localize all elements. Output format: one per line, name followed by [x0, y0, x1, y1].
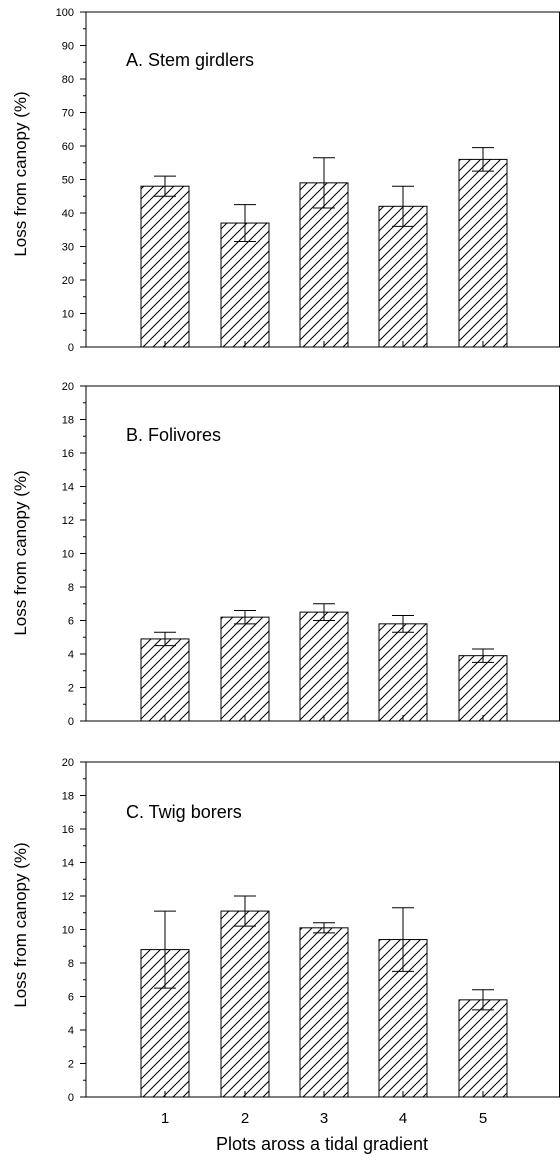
- panel-b-y-tick-label: 4: [68, 649, 74, 661]
- panel-c-bar-3: [300, 928, 348, 1097]
- panel-a-bar-1: [141, 186, 189, 347]
- panel-c-y-tick-label: 16: [62, 824, 74, 836]
- panel-b-title: B. Folivores: [126, 425, 221, 445]
- panel-b-bar-1: [141, 639, 189, 721]
- panel-b-bar-4: [379, 624, 427, 721]
- panel-a-y-tick-label: 70: [62, 108, 74, 120]
- panel-b-y-tick-label: 14: [62, 482, 74, 494]
- panel-b-y-tick-label: 20: [62, 381, 74, 393]
- panel-c-y-tick-label: 10: [62, 925, 74, 937]
- panel-c-y-tick-label: 14: [62, 858, 74, 870]
- panel-a-bar-4: [379, 206, 427, 347]
- panel-a-y-tick-label: 20: [62, 275, 74, 287]
- panel-a-y-tick-label: 10: [62, 309, 74, 321]
- x-tick-label: 1: [161, 1110, 169, 1127]
- panel-b-y-tick-label: 2: [68, 683, 74, 695]
- panel-b-y-tick-label: 0: [68, 716, 74, 728]
- panel-b-y-tick-label: 18: [62, 415, 74, 427]
- panel-c-y-tick-label: 18: [62, 791, 74, 803]
- panel-c-title: C. Twig borers: [126, 802, 242, 822]
- panel-b-bar-3: [300, 612, 348, 721]
- panel-c-y-tick-label: 0: [68, 1092, 74, 1104]
- panel-a-y-tick-label: 90: [62, 41, 74, 53]
- panel-c-y-tick-label: 2: [68, 1059, 74, 1071]
- panel-a-y-tick-label: 40: [62, 208, 74, 220]
- panel-b: 0 2 4 6 8 10 12 14 16 18 20 B. Folivores Loss from…: [11, 381, 560, 728]
- x-axis-label: Plots aross a tidal gradient: [216, 1134, 428, 1154]
- panel-c-bar-2: [221, 911, 269, 1097]
- x-tick-label: 2: [241, 1110, 249, 1127]
- panel-b-bar-5: [459, 656, 507, 721]
- panel-c-y-tick-label: 4: [68, 1025, 74, 1037]
- panel-a-y-tick-label: 100: [56, 7, 74, 19]
- panel-a-y-tick-label: 0: [68, 342, 74, 354]
- panel-b-bar-2: [221, 617, 269, 721]
- panel-b-y-tick-label: 16: [62, 448, 74, 460]
- panel-c-bar-5: [459, 1000, 507, 1097]
- panel-b-y-tick-label: 10: [62, 549, 74, 561]
- panel-b-y-axis-label: Loss from canopy (%): [11, 470, 30, 635]
- panel-c-y-tick-label: 8: [68, 958, 74, 970]
- panel-a-y-tick-label: 50: [62, 175, 74, 187]
- panel-a-y-tick-label: 30: [62, 242, 74, 254]
- panel-a-title: A. Stem girdlers: [126, 50, 254, 70]
- panel-b-y-tick-label: 8: [68, 582, 74, 594]
- panel-c-y-tick-label: 6: [68, 992, 74, 1004]
- panel-b-y-tick-label: 12: [62, 515, 74, 527]
- panel-a-y-axis-label: Loss from canopy (%): [11, 91, 30, 256]
- panel-c-y-axis-label: Loss from canopy (%): [11, 842, 30, 1007]
- panel-a-y-tick-label: 60: [62, 141, 74, 153]
- panel-c-y-tick-label: 12: [62, 891, 74, 903]
- x-tick-label: 4: [399, 1110, 407, 1127]
- panel-b-y-tick-label: 6: [68, 616, 74, 628]
- panel-a-bar-5: [459, 159, 507, 347]
- x-tick-label: 3: [320, 1110, 328, 1127]
- x-tick-label: 5: [479, 1110, 487, 1127]
- panel-a-y-tick-label: 80: [62, 74, 74, 86]
- panel-c-y-tick-label: 20: [62, 757, 74, 769]
